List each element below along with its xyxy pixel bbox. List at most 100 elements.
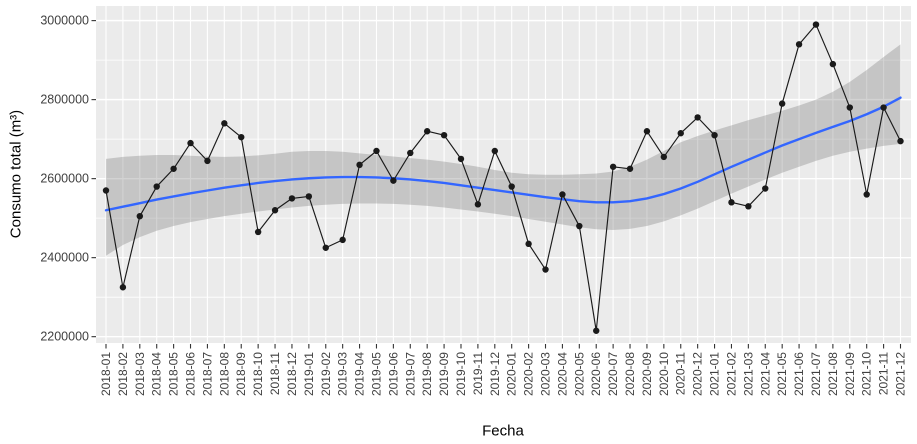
x-tick-label: 2019-01 [302,352,316,396]
x-tick-label: 2021-05 [775,352,789,396]
data-point [643,128,651,135]
x-tick-label: 2018-03 [133,352,147,396]
data-point [795,41,803,48]
x-axis-title: Fecha [482,422,524,440]
x-tick-label: 2019-10 [454,352,468,396]
y-axis-title: Consumo total (m³) [7,109,25,239]
x-tick-label: 2020-06 [589,352,603,396]
y-tick-label: 2600000 [40,172,89,186]
x-tick-label: 2020-05 [572,352,586,396]
data-point [322,244,329,251]
data-point [559,191,566,198]
x-tick-label: 2018-02 [116,352,130,396]
data-point [677,130,684,137]
x-tick-label: 2020-07 [606,352,620,396]
data-point [238,133,245,141]
data-point [390,177,397,184]
data-point [271,207,279,214]
x-tick-label: 2018-06 [184,352,198,396]
data-point [626,165,634,172]
data-point [728,199,735,206]
x-tick-label: 2019-06 [386,352,400,396]
data-point [407,149,414,157]
x-tick-label: 2020-01 [505,352,519,396]
x-tick-label: 2019-12 [488,352,502,396]
consumo-line [105,23,902,332]
x-tick-label: 2019-05 [369,352,383,396]
x-tick-label: 2021-07 [809,352,823,396]
data-point [288,195,296,202]
x-tick-label: 2020-03 [539,352,553,396]
data-point [525,240,532,248]
x-tick-label: 2020-04 [555,352,569,396]
x-tick-label: 2020-09 [640,352,654,396]
x-tick-label: 2019-03 [336,352,350,396]
x-tick-label: 2021-03 [741,352,755,396]
x-tick-label: 2018-05 [167,352,181,396]
data-point [880,104,887,111]
data-point [508,183,515,190]
x-tick-label: 2018-10 [251,352,265,396]
data-point [373,147,380,155]
x-tick-label: 2019-11 [471,352,485,395]
data-point [812,21,820,28]
x-tick-label: 2019-02 [319,352,333,396]
data-point [829,60,837,68]
data-point [593,327,600,334]
x-tick-label: 2020-11 [674,352,688,395]
y-tick-label: 3000000 [40,14,89,28]
x-tick-label: 2018-09 [234,352,248,396]
y-tick-label: 2400000 [40,251,89,265]
data-point [846,104,853,111]
x-tick-label: 2021-09 [843,352,857,396]
data-point [153,183,160,190]
x-tick-label: 2021-10 [860,352,874,396]
data-point [897,137,904,145]
x-tick-label: 2020-08 [623,352,637,396]
x-tick-label: 2019-08 [420,352,434,396]
x-tick-label: 2021-02 [724,352,738,396]
data-point [863,191,870,198]
data-point [339,236,346,244]
x-tick-label: 2021-01 [708,352,722,396]
data-point [542,266,549,273]
x-tick-label: 2021-12 [894,352,908,396]
x-tick-label: 2019-09 [437,352,451,396]
plot-panel [96,6,911,343]
data-point [204,157,211,165]
y-tick-label: 2800000 [40,93,89,107]
x-tick-label: 2018-08 [217,352,231,396]
x-tick-label: 2020-10 [657,352,671,396]
data-point [711,131,718,139]
smooth-trend-line [104,96,902,212]
x-tick-label: 2018-12 [285,352,299,396]
data-point [187,139,194,147]
x-tick-label: 2018-01 [99,352,113,396]
x-tick-label: 2018-07 [200,352,214,396]
data-point [423,128,431,135]
data-point [576,222,583,230]
data-point [474,201,482,208]
x-tick-label: 2021-08 [826,352,840,396]
x-tick-label: 2021-06 [792,352,806,396]
x-tick-label: 2019-07 [403,352,417,396]
data-point [102,187,110,194]
data-point [254,228,262,236]
data-point [305,193,313,200]
data-point [221,120,228,127]
x-tick-label: 2021-04 [758,352,772,396]
x-tick-label: 2018-04 [150,352,164,396]
x-tick-label: 2019-04 [353,352,367,396]
x-tick-label: 2020-02 [522,352,536,396]
data-point [694,114,701,121]
data-point [609,163,617,170]
data-point [136,212,144,220]
data-point [356,161,363,169]
data-point [491,147,498,155]
data-point [660,153,668,161]
data-point [440,131,448,139]
data-point [457,155,465,163]
data-point [170,165,177,172]
